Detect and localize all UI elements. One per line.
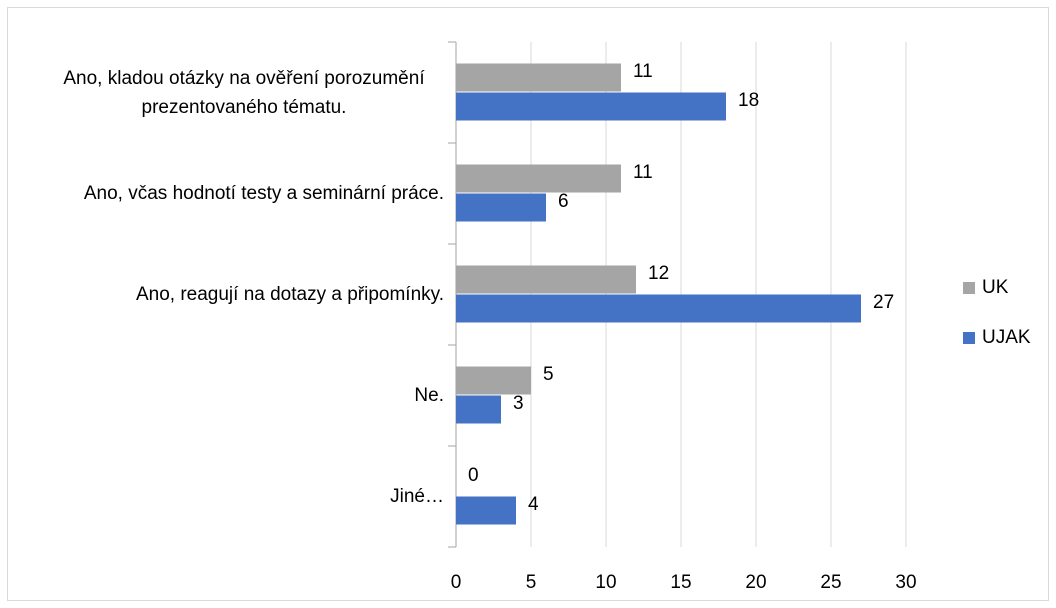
x-tick-label: 10 [595, 572, 616, 593]
category-label: Jiné… [390, 486, 444, 507]
x-tick-label: 5 [526, 572, 537, 593]
category-label: Ano, reagují na dotazy a připomínky. [135, 284, 444, 305]
category-label-wrap: Ano, kladou otázky na ověření porozumění… [10, 42, 444, 143]
bar [456, 63, 621, 92]
bar [456, 366, 531, 395]
category-label: Ano, včas hodnotí testy a seminární prác… [83, 183, 444, 204]
category-label-wrap: Ano, reagují na dotazy a připomínky. [10, 244, 444, 345]
bar [456, 92, 726, 121]
category-label-wrap: Ne. [10, 345, 444, 446]
x-tick-label: 0 [451, 572, 462, 593]
category-label-box: Ne. [10, 345, 444, 446]
category-label-box: Ano, kladou otázky na ověření porozumění… [10, 42, 444, 143]
x-tick-label: 15 [670, 572, 691, 593]
value-label: 11 [633, 162, 653, 183]
x-tick-label: 30 [895, 572, 916, 593]
bar [456, 294, 861, 323]
legend-label: UJAK [982, 327, 1031, 348]
value-label: 4 [528, 494, 539, 515]
value-label: 18 [738, 90, 759, 111]
value-label: 0 [468, 465, 479, 486]
category-label: Ano, kladou otázky na ověření porozumění… [63, 67, 425, 118]
value-label: 5 [543, 364, 554, 385]
legend-swatch [963, 332, 975, 344]
category-label-box: Jiné… [10, 446, 444, 547]
bar [456, 164, 621, 193]
x-tick-label: 25 [820, 572, 841, 593]
bar [456, 395, 501, 424]
value-label: 11 [633, 61, 653, 82]
legend-label: UK [982, 277, 1009, 298]
value-label: 6 [558, 191, 569, 212]
x-tick-label: 20 [745, 572, 766, 593]
value-label: 27 [873, 292, 894, 313]
value-label: 12 [648, 263, 669, 284]
category-label-wrap: Ano, včas hodnotí testy a seminární prác… [10, 143, 444, 244]
category-label: Ne. [414, 385, 444, 406]
category-label-wrap: Jiné… [10, 446, 444, 547]
bar [456, 496, 516, 525]
legend-swatch [963, 282, 975, 294]
bar [456, 265, 636, 294]
bar [456, 193, 546, 222]
category-label-box: Ano, včas hodnotí testy a seminární prác… [10, 143, 444, 244]
value-label: 3 [513, 393, 524, 414]
category-label-box: Ano, reagují na dotazy a připomínky. [10, 244, 444, 345]
